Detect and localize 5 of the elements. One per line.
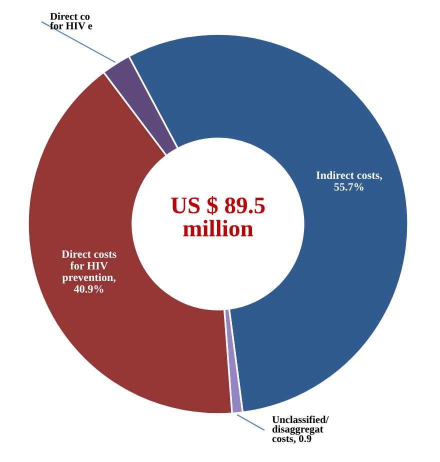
slice-label: Direct costs for HIV prevention, 40.9% [62, 250, 116, 293]
slice-label: Direct co for HIV e [50, 12, 92, 30]
slice-label: Unclassified/ disaggregat costs, 0.9 [272, 416, 329, 444]
text: US $ 89.5 million [171, 196, 265, 236]
slice-label: Indirect costs, 55.7% [316, 171, 382, 191]
